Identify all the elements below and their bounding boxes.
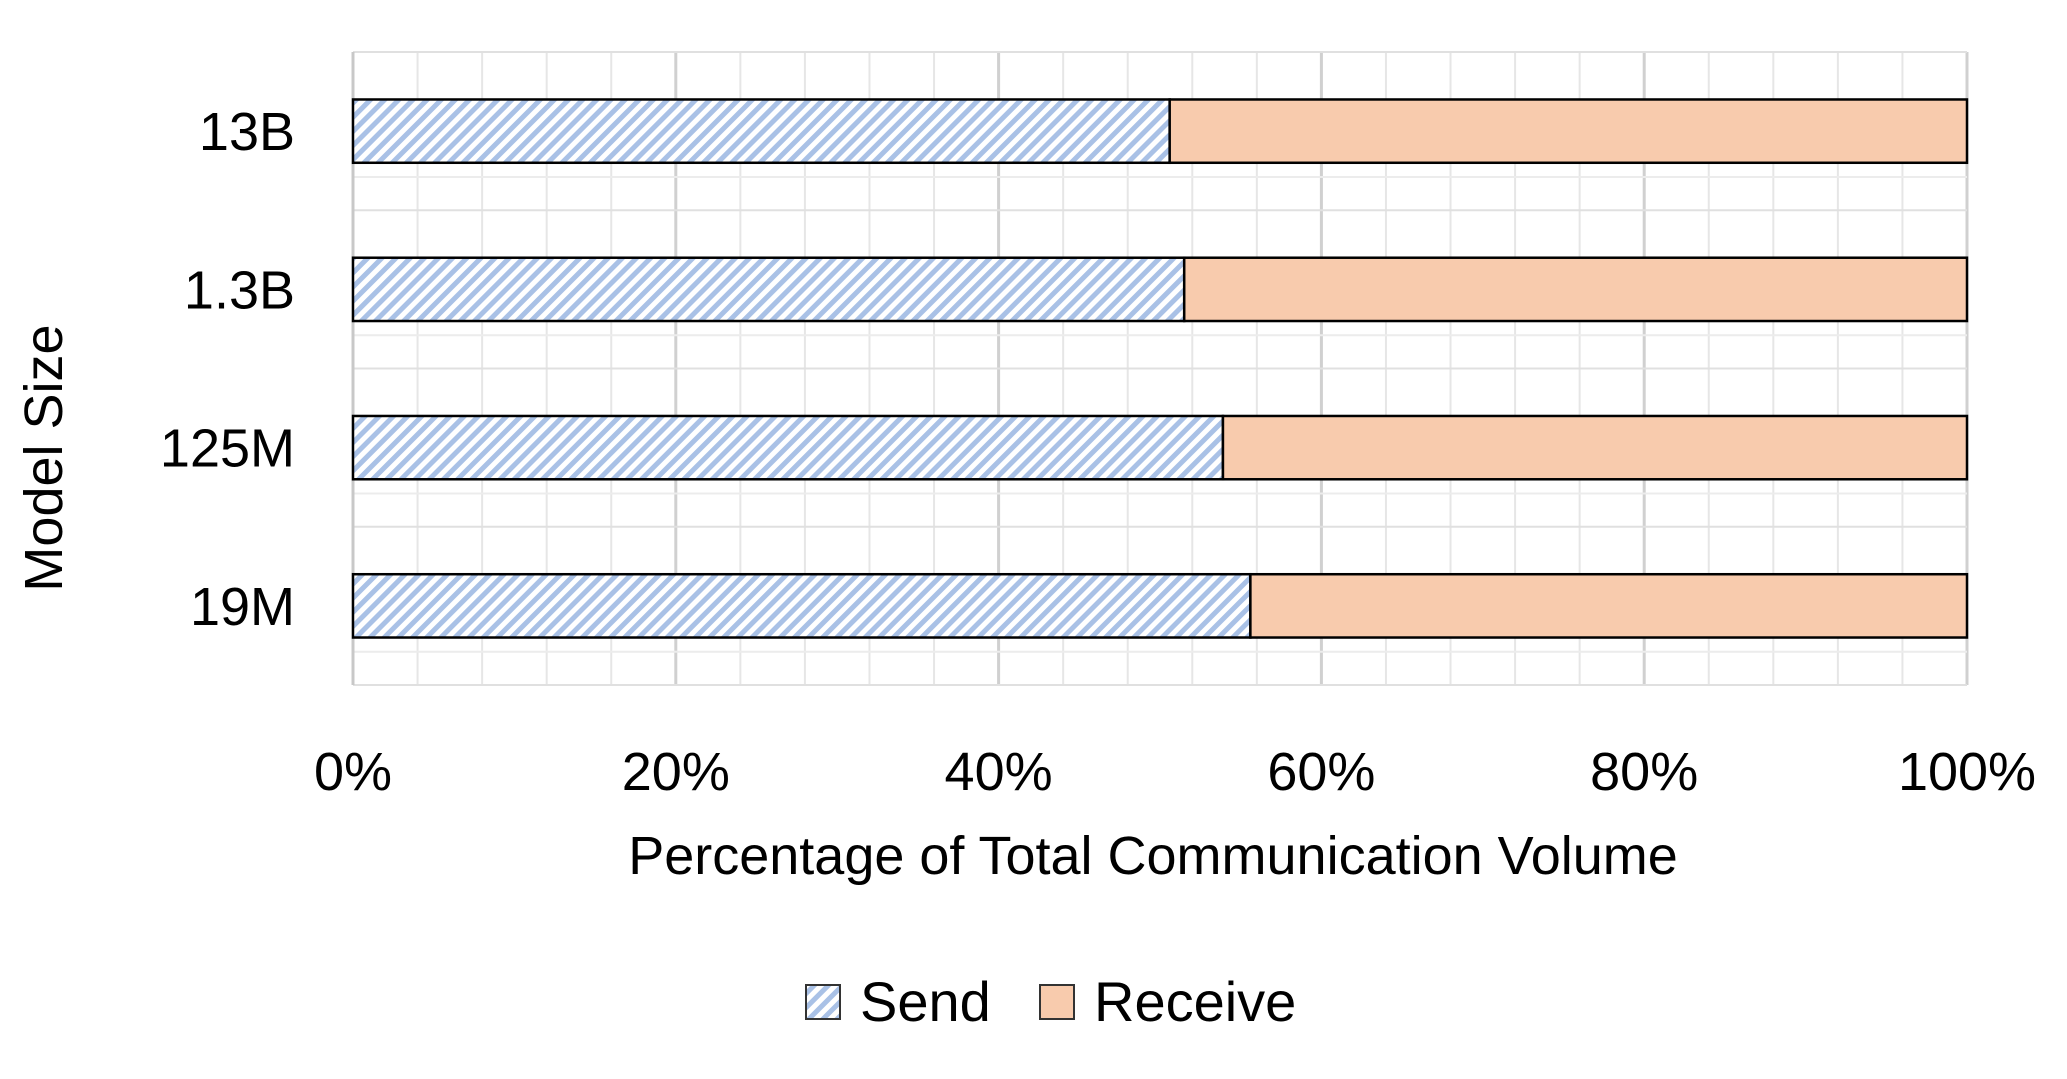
x-axis-title: Percentage of Total Communication Volume — [628, 826, 1678, 886]
y-tick-label: 125M — [160, 419, 295, 479]
x-tick-label: 40% — [945, 742, 1053, 802]
bar-receive-13b — [1168, 98, 1969, 165]
bar-send-13b — [351, 98, 1171, 165]
x-tick-label: 60% — [1267, 742, 1375, 802]
bar-receive-19m — [1249, 572, 1969, 639]
x-tick-label: 0% — [314, 742, 392, 802]
bars-group — [351, 98, 1969, 639]
x-tick-label: 80% — [1590, 742, 1698, 802]
y-tick-labels: 13B 1.3B 125M 19M — [160, 102, 295, 637]
legend: Send Receive — [805, 970, 1296, 1033]
legend-swatch-receive — [1039, 984, 1075, 1020]
bar-send-125m — [351, 414, 1225, 481]
bar-send-19m — [351, 572, 1252, 639]
y-axis-title: Model Size — [14, 324, 74, 591]
x-tick-label: 100% — [1898, 742, 2036, 802]
y-tick-label: 1.3B — [184, 260, 295, 320]
legend-swatch-send — [805, 984, 841, 1020]
bar-send-1-3b — [351, 256, 1186, 323]
legend-label-receive: Receive — [1094, 970, 1296, 1033]
bar-receive-1-3b — [1182, 256, 1969, 323]
y-tick-label: 13B — [199, 102, 295, 162]
bar-receive-125m — [1221, 414, 1969, 481]
x-tick-label: 20% — [622, 742, 730, 802]
x-tick-labels: 0% 20% 40% 60% 80% 100% — [314, 742, 2036, 802]
legend-label-send: Send — [860, 970, 991, 1033]
y-tick-label: 19M — [190, 577, 295, 637]
